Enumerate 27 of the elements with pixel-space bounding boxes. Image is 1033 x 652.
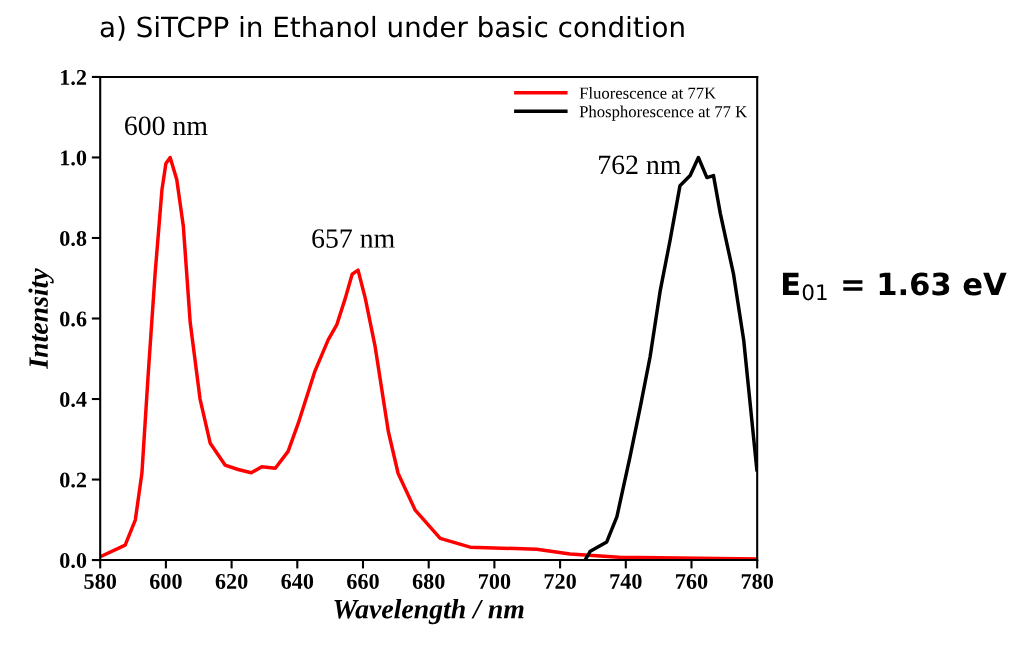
y-tick-label: 0.4 [60, 391, 87, 408]
y-tick-label: 1.2 [61, 69, 87, 85]
x-tick-label: 680 [412, 573, 445, 589]
y-tick-label: 0.6 [60, 311, 87, 327]
x-tick-label: 780 [741, 573, 774, 589]
text: E$_{01}$ = 1.63 eV [782, 272, 1007, 301]
x-tick-label: 760 [676, 573, 708, 589]
x-tick-label: 660 [347, 573, 379, 589]
annotation: 600 nm [125, 116, 208, 136]
x-tick-label: 640 [281, 573, 314, 589]
y-tick-label: 0.8 [60, 230, 87, 247]
y-tick-label: 0.0 [60, 553, 87, 569]
x-tick-label: 740 [610, 573, 642, 589]
y-tick-label: 0.2 [60, 472, 87, 488]
y-tick-label: 1.0 [61, 150, 87, 166]
y-axis-title: Intensity [28, 268, 54, 369]
annotation: 762 nm [599, 155, 681, 175]
x-tick-label: 600 [149, 573, 182, 589]
legend-label: Fluorescence at 77K [579, 87, 716, 99]
annotation: 657 nm [312, 229, 395, 248]
chart-title: a) SiTCPP in Ethanol under basic condition [100, 15, 684, 41]
x-tick-label: 700 [479, 573, 511, 589]
x-axis-title: Wavelength / nm [334, 598, 524, 625]
x-tick-label: 620 [215, 573, 248, 589]
legend-label: Phosphorescence at 77 K [579, 105, 748, 121]
x-tick-label: 580 [84, 573, 117, 589]
x-tick-label: 720 [544, 573, 576, 589]
